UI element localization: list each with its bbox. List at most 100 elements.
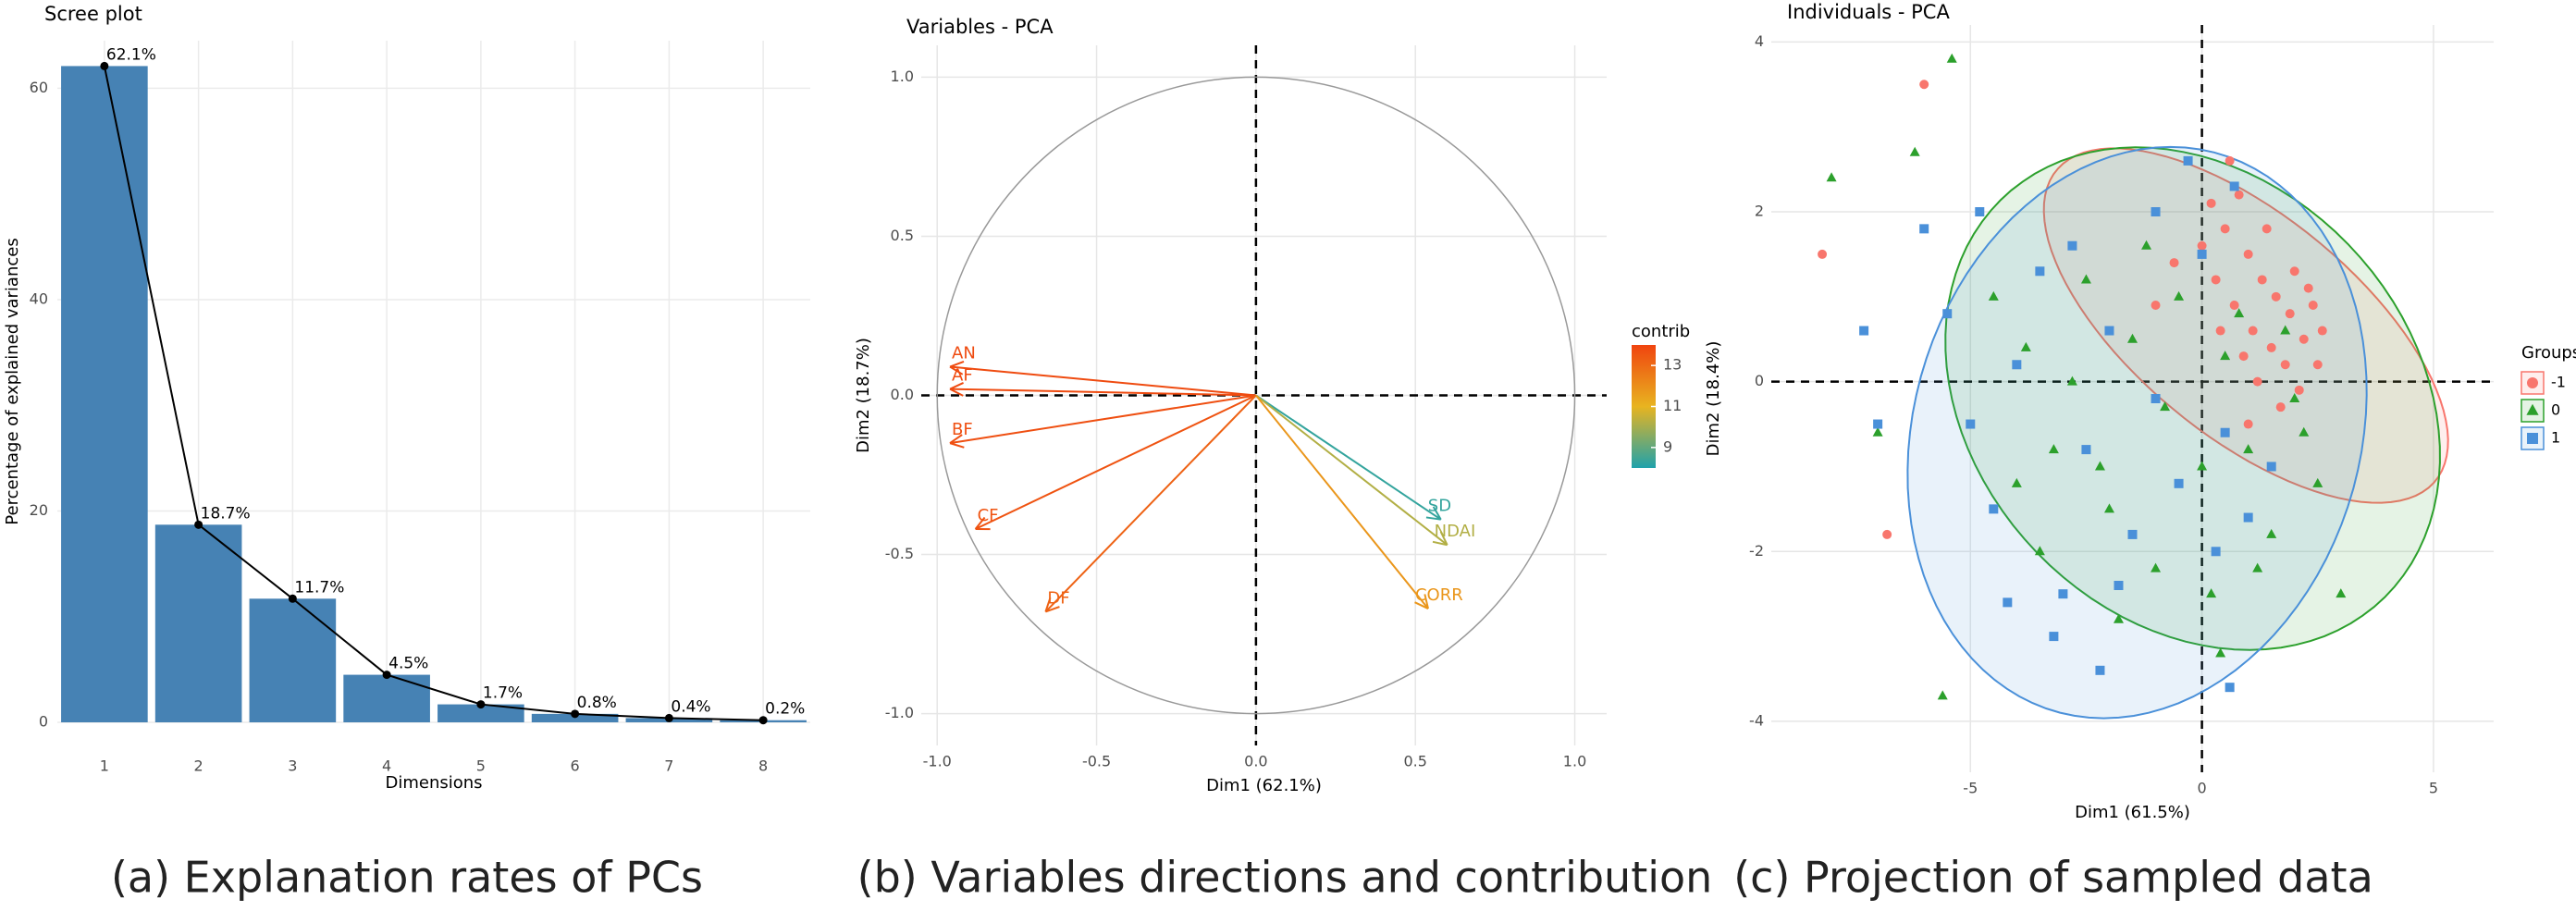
arrow	[1255, 394, 1429, 609]
arrow	[1044, 394, 1257, 613]
arrow-head	[1045, 606, 1060, 613]
y-axis-label: Dim2 (18.4%)	[1704, 341, 1723, 457]
arrow-head	[1432, 540, 1448, 547]
y-tick-label: 2	[1755, 203, 1764, 220]
point	[2252, 376, 2262, 387]
bar	[343, 674, 430, 722]
point	[1919, 224, 1929, 234]
x-tick-label: 0.5	[1403, 753, 1426, 770]
point	[2294, 385, 2304, 395]
point	[2262, 224, 2272, 234]
point	[1988, 290, 1999, 301]
colorbar-label: 13	[1663, 356, 1682, 374]
trend-line	[103, 66, 764, 721]
point	[2238, 351, 2249, 362]
x-tick-label: -1.0	[923, 753, 952, 770]
y-tick-label: -0.5	[885, 545, 914, 562]
bar	[531, 713, 619, 722]
point	[2127, 529, 2138, 539]
point	[2220, 351, 2231, 361]
correlation-circle	[936, 76, 1576, 715]
arrow	[949, 388, 1256, 397]
point	[2197, 240, 2207, 251]
point	[1919, 80, 1929, 90]
point	[2312, 477, 2323, 487]
point	[2211, 547, 2221, 557]
value-label: 0.2%	[765, 700, 805, 719]
point	[1882, 529, 1892, 539]
point	[2035, 266, 2045, 277]
legend-label: 0	[2551, 401, 2560, 419]
point	[1989, 504, 1999, 514]
point	[2080, 274, 2091, 284]
legend-label: -1	[2551, 374, 2566, 391]
arrow-label: AF	[952, 366, 973, 386]
point	[2151, 562, 2162, 572]
x-tick-label: 1	[100, 757, 109, 775]
point	[1873, 419, 1883, 429]
value-label: 0.4%	[671, 697, 710, 716]
legend-title: Groups	[2521, 343, 2576, 363]
x-tick-label: 6	[571, 757, 580, 775]
point	[2243, 444, 2254, 454]
chart-title: Individuals - PCA	[1787, 1, 1950, 23]
x-tick-label: 0	[2198, 780, 2207, 797]
arrow	[949, 365, 1256, 397]
trend-point	[476, 700, 486, 709]
arrow-label: AN	[952, 344, 976, 363]
caption: (b) Variables directions and contributio…	[857, 853, 1713, 903]
point	[2289, 266, 2299, 277]
x-tick-label: -5	[1963, 780, 1978, 797]
legend-title: contrib	[1632, 322, 1690, 341]
arrow-head	[1044, 597, 1052, 612]
arrow-head	[974, 516, 986, 530]
point	[2317, 326, 2327, 336]
arrow	[1255, 394, 1448, 547]
arrow-head	[949, 434, 963, 444]
bar	[438, 704, 524, 722]
point	[2220, 427, 2230, 437]
legend-marker	[2526, 403, 2539, 415]
point	[2285, 309, 2295, 319]
point	[2243, 512, 2253, 523]
point	[2289, 393, 2300, 402]
x-tick-label: 8	[758, 757, 768, 775]
point	[2003, 597, 2013, 608]
y-tick-label: -1.0	[885, 704, 914, 721]
point	[2104, 326, 2114, 336]
point	[2127, 333, 2138, 343]
point	[2034, 546, 2045, 556]
point	[1942, 309, 1953, 319]
caption: (a) Explanation rates of PCs	[111, 853, 703, 903]
point	[2225, 155, 2235, 166]
point	[2271, 291, 2281, 302]
arrow-head	[1425, 516, 1441, 521]
point	[1946, 53, 1957, 63]
point	[2234, 190, 2244, 200]
value-label: 1.7%	[483, 684, 523, 703]
point	[1872, 426, 1883, 437]
x-tick-label: 5	[476, 757, 486, 775]
x-tick-label: -0.5	[1082, 753, 1111, 770]
point	[2174, 290, 2185, 301]
point	[2336, 588, 2347, 598]
trend-point	[664, 713, 673, 722]
point	[2151, 207, 2161, 216]
value-label: 4.5%	[388, 655, 428, 673]
x-axis-label: Dim1 (62.1%)	[1206, 776, 1322, 795]
point	[2299, 334, 2309, 344]
point	[2234, 308, 2245, 318]
y-tick-label: -4	[1749, 711, 1764, 729]
y-tick-label: 0.5	[891, 227, 914, 244]
arrow-head	[1432, 506, 1442, 521]
point	[2012, 360, 2022, 370]
point	[2058, 589, 2068, 599]
y-tick-label: 0	[1755, 372, 1764, 389]
arrow	[1255, 394, 1442, 521]
point	[1937, 690, 1948, 700]
point	[2114, 581, 2124, 590]
arrow-label: DF	[1047, 588, 1069, 608]
point	[2081, 445, 2091, 455]
bar	[61, 66, 148, 722]
